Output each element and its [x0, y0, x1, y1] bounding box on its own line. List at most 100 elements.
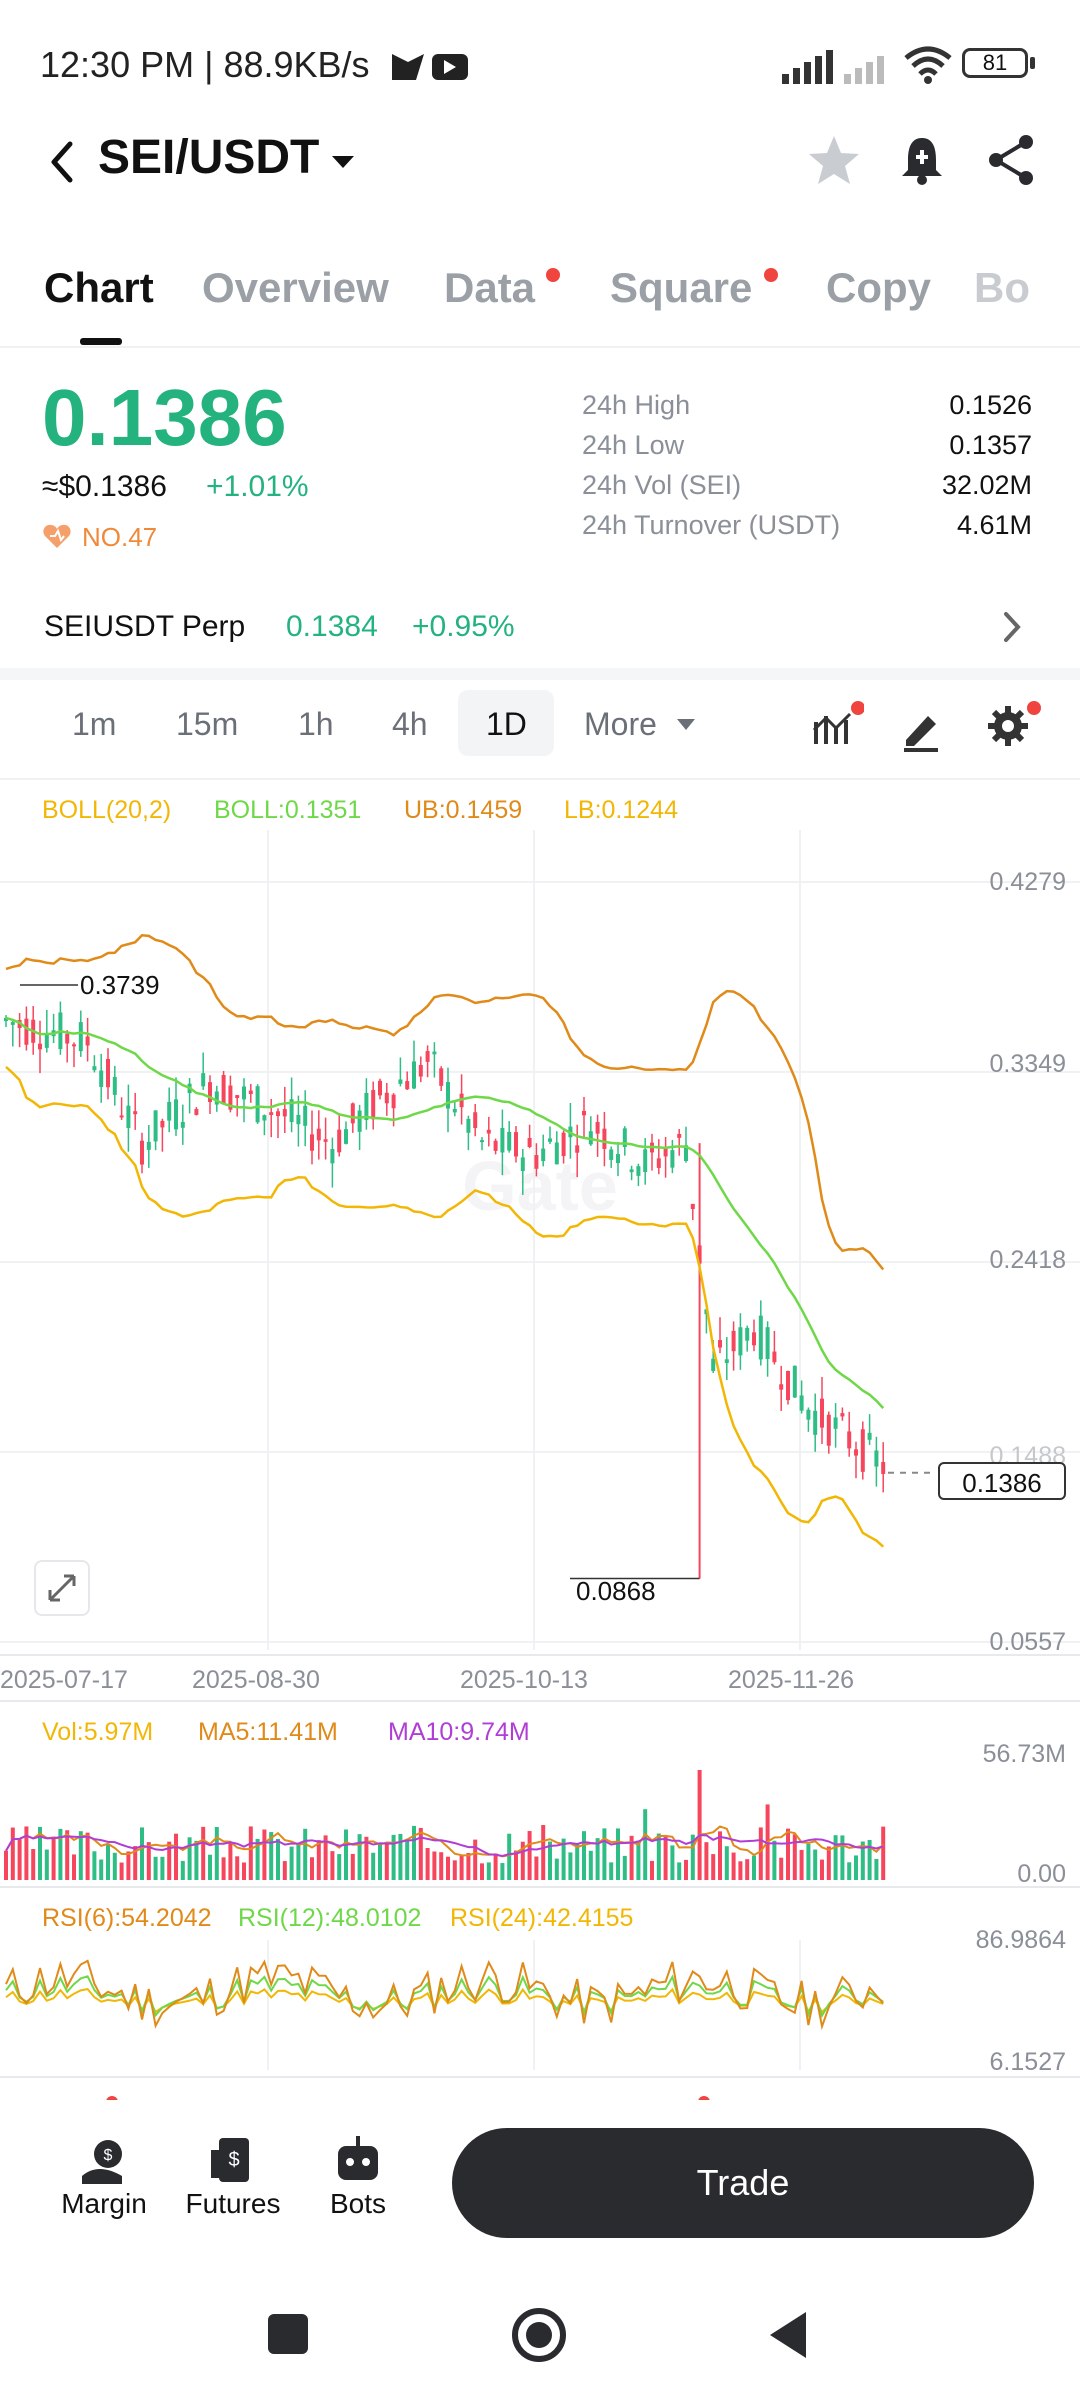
candle: [486, 1129, 491, 1134]
volume-bar: [412, 1825, 416, 1880]
volume-bar: [711, 1854, 716, 1880]
volume-bar: [337, 1854, 342, 1880]
volume-bar: [418, 1827, 423, 1880]
volume-bar: [153, 1856, 158, 1880]
wifi-icon: [904, 46, 952, 84]
date-axis-label: 2025-08-30: [192, 1666, 320, 1694]
home-circle-icon[interactable]: [510, 2306, 568, 2364]
candle: [276, 1111, 280, 1117]
rank-label[interactable]: NO.47: [82, 522, 158, 552]
candle: [670, 1150, 675, 1168]
rsi6-line: [5, 1959, 884, 2031]
volume-bar: [466, 1852, 471, 1880]
tab-data[interactable]: Data: [444, 264, 536, 311]
draw-pencil-icon[interactable]: [900, 704, 940, 752]
candlestick-chart[interactable]: Gate: [0, 830, 1080, 1650]
volume-bar: [310, 1857, 314, 1880]
bots-icon: [338, 2136, 378, 2180]
volume-bar: [602, 1828, 607, 1880]
candle: [656, 1158, 661, 1168]
candle: [881, 1462, 886, 1474]
settings-gear-icon[interactable]: [986, 700, 1042, 756]
candle: [167, 1101, 172, 1121]
tab-chart[interactable]: Chart: [44, 264, 154, 311]
candle: [439, 1068, 444, 1086]
volume-bar: [813, 1849, 818, 1880]
futures-button[interactable]: $ Futures: [178, 2132, 288, 2220]
tab-bots-partial[interactable]: Bo: [974, 264, 1030, 311]
boll-lower-line: [5, 1065, 885, 1548]
volume-bar: [112, 1852, 117, 1880]
candle: [799, 1395, 804, 1411]
stat-value: 0.1357: [949, 430, 1032, 460]
volume-bar: [493, 1853, 498, 1880]
candle: [534, 1155, 539, 1169]
volume-bar: [867, 1840, 872, 1880]
volume-bar: [180, 1860, 185, 1880]
chevron-down-icon[interactable]: [330, 154, 356, 170]
volume-bar: [391, 1834, 396, 1880]
candle: [378, 1080, 382, 1096]
boll-lb: LB:0.1244: [564, 796, 678, 824]
tab-overview[interactable]: Overview: [202, 264, 389, 311]
margin-button[interactable]: $ Margin: [52, 2132, 156, 2220]
divider: [0, 1886, 1080, 1888]
signal-icon: [782, 50, 833, 84]
tab-square[interactable]: Square: [610, 264, 753, 311]
candle: [208, 1082, 212, 1103]
perp-row[interactable]: SEIUSDT Perp 0.1384 +0.95%: [0, 590, 1080, 660]
volume-bar: [833, 1835, 838, 1880]
candle: [337, 1129, 342, 1153]
pair-title[interactable]: SEI/USDT: [98, 131, 320, 184]
timeframe-1h[interactable]: 1h: [298, 706, 334, 742]
price-alert-bell-icon[interactable]: [892, 130, 952, 190]
volume-bar: [303, 1828, 308, 1880]
timeframe-4h[interactable]: 4h: [392, 706, 428, 742]
volume-bar: [745, 1859, 750, 1880]
recents-square-icon[interactable]: [268, 2314, 308, 2354]
candle: [738, 1327, 743, 1356]
volume-bar: [670, 1845, 675, 1880]
trade-button[interactable]: Trade: [452, 2128, 1034, 2238]
volume-bar: [78, 1831, 83, 1880]
timeframe-selected-bg: [458, 690, 554, 756]
fullscreen-button[interactable]: [34, 1560, 90, 1616]
tab-copy[interactable]: Copy: [826, 264, 931, 311]
candle: [85, 1036, 90, 1046]
volume-bar: [255, 1838, 260, 1880]
divider: [0, 778, 1080, 780]
svg-text:$: $: [104, 2147, 113, 2164]
timeframe-1m[interactable]: 1m: [72, 706, 117, 742]
timeframe-more[interactable]: More: [584, 706, 657, 742]
boll-upper-line: [5, 934, 885, 1271]
volume-bar: [690, 1834, 695, 1880]
more-chevron-down-icon[interactable]: [676, 718, 696, 732]
volume-bar: [384, 1844, 389, 1880]
volume-bar: [582, 1831, 586, 1880]
share-icon[interactable]: [982, 130, 1042, 190]
candle: [391, 1094, 396, 1109]
battery-level: 81: [982, 50, 1008, 75]
futures-label: Futures: [185, 2188, 281, 2219]
candle: [718, 1340, 722, 1348]
timeframe-15m[interactable]: 15m: [176, 706, 239, 742]
timeframe-1d[interactable]: 1D: [486, 706, 527, 742]
bots-button[interactable]: Bots: [312, 2132, 404, 2220]
candle: [554, 1142, 559, 1165]
back-arrow-icon[interactable]: [40, 132, 84, 192]
candle: [146, 1141, 151, 1150]
volume-bar: [806, 1843, 811, 1880]
indicators-icon[interactable]: [808, 700, 864, 756]
back-triangle-icon[interactable]: [766, 2310, 812, 2360]
volume-bar: [398, 1833, 403, 1880]
candle: [636, 1166, 641, 1176]
volume-bar: [799, 1849, 804, 1880]
candle: [242, 1086, 246, 1100]
candle: [255, 1086, 260, 1123]
candle: [582, 1110, 586, 1116]
volume-bar: [24, 1826, 29, 1880]
favorite-star-icon[interactable]: [804, 130, 864, 190]
candle: [833, 1417, 838, 1429]
candle: [44, 1033, 49, 1048]
volume-bar: [10, 1827, 15, 1880]
